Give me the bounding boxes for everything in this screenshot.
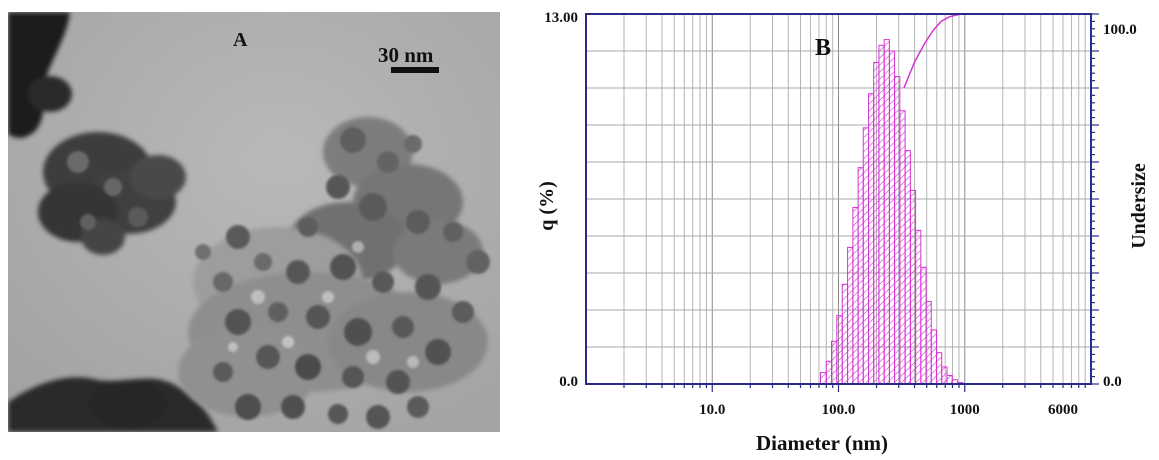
histogram-bars [819, 39, 964, 385]
y2-tick-label: 100.0 [1103, 22, 1137, 38]
histogram-bar [894, 76, 901, 385]
tem-micrograph: A 30 nm [8, 12, 500, 432]
x-axis-label: Diameter (nm) [756, 431, 888, 455]
histogram-bar [825, 360, 832, 385]
histogram-bar [847, 246, 854, 385]
panel-a-label: A [233, 29, 248, 51]
y2-tick-label: 0.0 [1103, 374, 1122, 390]
histogram-bar [909, 189, 917, 385]
particle-network [178, 227, 488, 417]
y-tick-label: 13.00 [544, 10, 578, 26]
nanoparticles [195, 127, 490, 429]
y-axis-label: q (%) [536, 181, 558, 230]
histogram-bar [868, 93, 875, 385]
scale-bar-label: 30 nm [378, 43, 434, 67]
tick-labels: 10.0 100.0 1000 6000 0.0 13.00 0.0 100.0 [544, 10, 1137, 418]
histogram-bar [857, 167, 864, 385]
x-tick-label: 1000 [950, 402, 980, 418]
x-tick-label: 10.0 [699, 402, 725, 418]
x-tick-label: 100.0 [822, 402, 856, 418]
x-tick-label: 6000 [1048, 402, 1078, 418]
histogram-bar [888, 50, 896, 385]
particle-cluster-left [38, 132, 186, 255]
histogram-bar [878, 44, 885, 385]
histogram-bar [836, 315, 843, 385]
histogram-bar [920, 266, 927, 385]
histogram-bar [904, 150, 911, 385]
tem-image: A 30 nm [8, 12, 500, 432]
histogram-bar [830, 340, 838, 385]
axis-ticks [623, 13, 1099, 392]
panel-b-label: B [815, 35, 831, 61]
histogram-bar [941, 366, 948, 385]
size-distribution-chart: 10.0 100.0 1000 6000 0.0 13.00 0.0 100.0 B Diam… [520, 0, 1159, 455]
histogram-bar [862, 127, 870, 385]
particle-cluster-top-left [8, 12, 72, 138]
y-tick-label: 0.0 [559, 374, 578, 390]
histogram-bar [946, 374, 953, 385]
y2-axis-label: Undersize [1128, 163, 1150, 249]
histogram-bar [852, 207, 859, 385]
histogram-bar [819, 372, 827, 385]
histogram-bar [899, 110, 906, 385]
scale-bar [391, 67, 439, 73]
chart-svg: 10.0 100.0 1000 6000 0.0 13.00 0.0 100.0 B Diam… [536, 10, 1150, 455]
histogram-bar [935, 352, 943, 385]
histogram-bar [883, 39, 890, 385]
histogram-bar [915, 229, 922, 385]
particle-cluster-bottom-left [8, 377, 218, 432]
histogram-bar [841, 283, 849, 385]
histogram-bar [925, 300, 932, 385]
histogram-bar [873, 61, 880, 385]
histogram-bar [930, 329, 937, 385]
